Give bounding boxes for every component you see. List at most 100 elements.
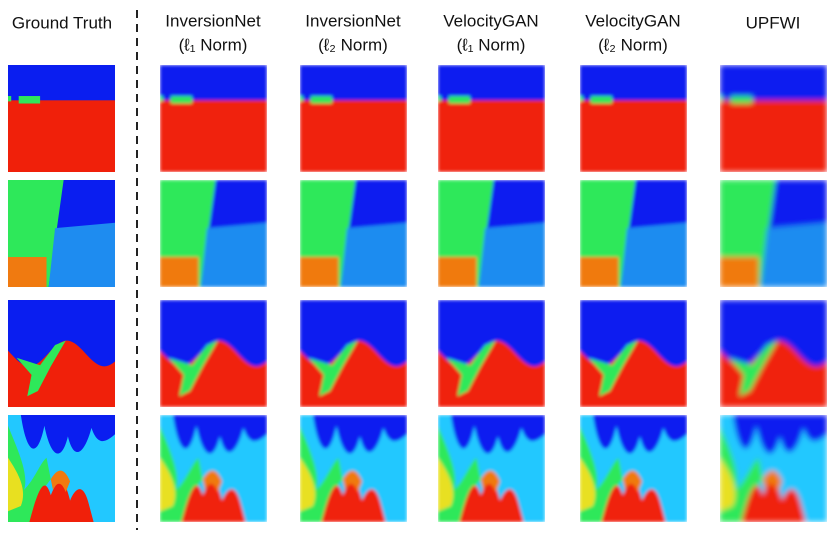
region (580, 457, 596, 512)
region (732, 415, 827, 454)
panel (160, 300, 267, 407)
column-title: VelocityGAN (585, 11, 680, 30)
region (300, 96, 304, 102)
panel-image (160, 415, 267, 522)
panel (300, 65, 407, 172)
region (170, 96, 193, 104)
region (728, 340, 778, 397)
column-subtitle: (ℓ₁ Norm) (179, 35, 248, 54)
region (478, 222, 545, 287)
column-title: VelocityGAN (443, 11, 538, 30)
region (720, 457, 736, 512)
panel (438, 65, 545, 172)
region (459, 481, 524, 522)
region (8, 100, 115, 172)
panel-image (300, 180, 407, 287)
region (342, 470, 363, 493)
region (446, 340, 496, 397)
region (160, 457, 176, 512)
panel-image (720, 180, 827, 287)
region (8, 96, 12, 102)
region (730, 96, 753, 104)
region (448, 96, 471, 104)
region (181, 481, 246, 522)
panel-image (8, 180, 115, 287)
region (720, 257, 759, 287)
region (760, 222, 827, 287)
region (601, 481, 666, 522)
region (450, 415, 545, 454)
region (202, 470, 223, 493)
region (172, 415, 267, 454)
panel-image (720, 300, 827, 407)
region (300, 457, 316, 512)
region (300, 257, 339, 287)
panel-image (580, 65, 687, 172)
panel-image (438, 65, 545, 172)
region (16, 340, 66, 397)
region (160, 257, 199, 287)
column-subtitle: (ℓ₂ Norm) (318, 35, 388, 54)
region (622, 470, 643, 493)
region (168, 340, 218, 397)
panel (300, 415, 407, 522)
region (48, 222, 115, 287)
region (580, 100, 687, 172)
panel (720, 300, 827, 407)
region (18, 96, 41, 104)
panel (300, 300, 407, 407)
panel (438, 300, 545, 407)
column-subtitle: (ℓ₂ Norm) (598, 35, 668, 54)
region (438, 100, 545, 172)
panel (720, 415, 827, 522)
panel-image (160, 300, 267, 407)
panel-image (580, 300, 687, 407)
panel (580, 415, 687, 522)
panel (160, 180, 267, 287)
panel (438, 415, 545, 522)
region (438, 457, 454, 512)
panel-image (160, 65, 267, 172)
panel (8, 300, 115, 407)
panel-image (8, 300, 115, 407)
region (340, 222, 407, 287)
region (741, 481, 806, 522)
panel-image (160, 180, 267, 287)
panel (580, 180, 687, 287)
region (592, 415, 687, 454)
region (480, 470, 501, 493)
panel (438, 180, 545, 287)
region (588, 340, 638, 397)
region (20, 415, 115, 454)
region (8, 457, 24, 512)
column-title: InversionNet (305, 11, 401, 30)
region (590, 96, 613, 104)
panel-image (438, 415, 545, 522)
panel (580, 65, 687, 172)
region (160, 96, 164, 102)
region (308, 340, 358, 397)
region (312, 415, 407, 454)
region (50, 470, 71, 493)
panel (300, 180, 407, 287)
region (160, 100, 267, 172)
panel-image (438, 300, 545, 407)
region (580, 257, 619, 287)
region (310, 96, 333, 104)
column-title: Ground Truth (12, 13, 112, 32)
column-subtitle: (ℓ₁ Norm) (457, 35, 526, 54)
region (321, 481, 386, 522)
panel (580, 300, 687, 407)
region (438, 96, 442, 102)
region (300, 100, 407, 172)
column-title: UPFWI (746, 13, 801, 32)
panel-image (300, 415, 407, 522)
region (762, 470, 783, 493)
region (29, 481, 94, 522)
region (620, 222, 687, 287)
region (580, 96, 584, 102)
panel-image (580, 415, 687, 522)
region (720, 100, 827, 172)
region (438, 257, 477, 287)
